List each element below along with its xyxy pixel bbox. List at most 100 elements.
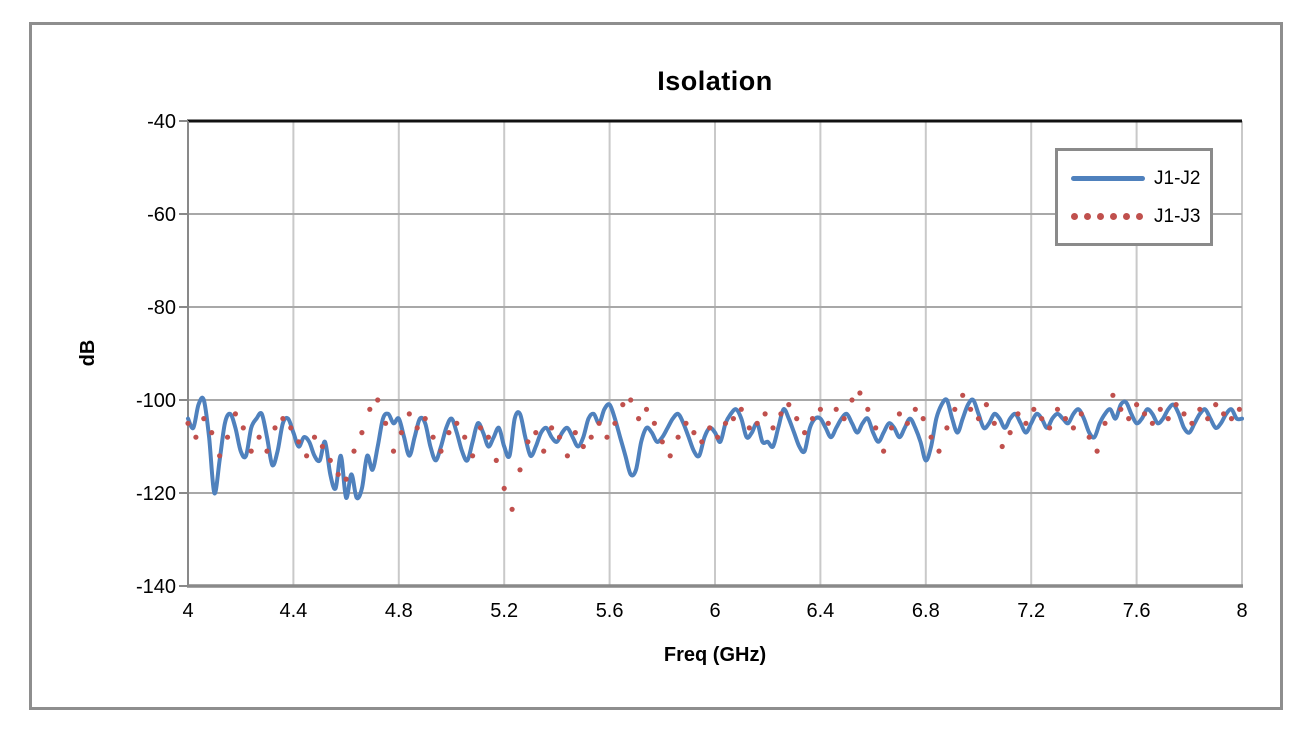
data-point-dot [651, 420, 658, 426]
chart-title: Isolation [657, 66, 773, 96]
data-point-dot [881, 448, 887, 454]
data-point-dot [335, 471, 341, 477]
data-point-dot [1197, 406, 1203, 412]
data-point-dot [209, 430, 215, 436]
data-point-dot [912, 406, 918, 412]
legend-dotted-line-sample [1071, 212, 1145, 220]
legend-solid-line-sample [1071, 175, 1145, 181]
data-point-dot [240, 425, 246, 431]
data-point-dot [390, 448, 397, 454]
series-dots-j1-j3 [185, 390, 1242, 512]
x-tick-label: 5.2 [490, 600, 518, 622]
data-point-dot [556, 434, 563, 440]
data-point-dot [398, 430, 404, 436]
data-point-dot [501, 485, 507, 491]
data-point-dot [1062, 416, 1069, 422]
data-point-dot [280, 416, 286, 422]
data-point-dot [857, 390, 863, 396]
data-point-dot [888, 425, 895, 431]
data-point-dot [1039, 416, 1045, 422]
x-tick-label: 6 [709, 600, 720, 622]
data-point-dot [224, 434, 231, 440]
legend-dot-icon [1136, 212, 1143, 220]
data-point-dot [802, 430, 808, 436]
data-point-dot [1205, 416, 1211, 422]
data-point-dot [833, 406, 839, 412]
data-point-dot [1165, 416, 1171, 422]
data-point-dot [311, 434, 318, 440]
data-point-dot [1094, 448, 1100, 454]
data-point-dot [1134, 402, 1140, 408]
data-point-dot [968, 406, 974, 412]
data-point-dot [588, 434, 594, 440]
data-point-dot [1102, 420, 1108, 426]
data-point-dot [1078, 411, 1084, 417]
data-point-dot [944, 425, 950, 431]
data-point-dot [446, 430, 452, 436]
data-point-dot [477, 425, 484, 431]
data-point-dot [1228, 416, 1235, 422]
x-tick-label: 4.8 [385, 600, 413, 622]
data-point-dot [675, 434, 681, 440]
x-axis-title: Freq (GHz) [663, 644, 767, 666]
data-point-dot [351, 448, 357, 454]
data-point-dot [1173, 402, 1179, 408]
y-tick-label: -60 [147, 204, 176, 226]
data-point-dot [604, 434, 610, 440]
data-point-dot [533, 430, 539, 436]
data-point-dot [636, 416, 642, 422]
data-point-dot [580, 443, 586, 450]
data-point-dot [628, 397, 634, 403]
data-point-dot [185, 420, 191, 426]
data-point-dot [272, 425, 278, 431]
data-point-dot [738, 406, 744, 412]
data-point-dot [1189, 420, 1195, 426]
x-tick-label: 6.4 [806, 600, 834, 622]
data-point-dot [1070, 425, 1076, 431]
data-point-dot [794, 416, 800, 422]
data-point-dot [920, 416, 926, 422]
data-point-dot [517, 467, 523, 473]
y-tick-label: -80 [147, 297, 176, 319]
data-point-dot [770, 425, 776, 431]
x-tick-label: 7.6 [1123, 600, 1151, 622]
series-line-j1-j2 [186, 395, 1244, 501]
data-point-dot [1118, 406, 1124, 412]
data-point-dot [1236, 406, 1242, 412]
legend-label: J1-J3 [1154, 205, 1201, 227]
data-point-dot [1054, 406, 1061, 412]
legend-dot-icon [1123, 212, 1130, 220]
data-point-dot [383, 420, 389, 426]
data-point-dot [256, 434, 262, 440]
data-point-dot [620, 402, 626, 408]
data-point-dot [304, 453, 310, 459]
x-tick-label: 4 [182, 600, 193, 622]
data-point-dot [493, 457, 499, 463]
data-point-dot [809, 416, 816, 422]
data-point-dot [722, 420, 729, 426]
data-point-dot [1221, 411, 1227, 417]
data-point-dot [936, 448, 942, 454]
data-point-dot [817, 406, 824, 412]
data-point-dot [438, 448, 444, 454]
legend-dot-icon [1097, 212, 1104, 220]
data-point-dot [549, 425, 555, 431]
data-point-dot [643, 406, 650, 412]
data-point-dot [715, 434, 721, 440]
data-point-dot [707, 425, 713, 431]
data-point-dot [359, 430, 365, 436]
y-tick-label: -120 [136, 483, 176, 505]
data-point-dot [1086, 434, 1092, 440]
legend-label: J1-J2 [1154, 167, 1201, 189]
data-point-dot [1157, 406, 1163, 412]
data-point-dot [952, 406, 958, 412]
data-point-dot [1023, 420, 1029, 426]
x-tick-label: 4.4 [279, 600, 307, 622]
data-point-dot [1213, 402, 1219, 408]
data-point-dot [983, 402, 990, 408]
data-point-dot [683, 420, 689, 426]
data-point-dot [896, 411, 903, 417]
data-point-dot [375, 397, 381, 403]
data-point-dot [928, 434, 934, 440]
